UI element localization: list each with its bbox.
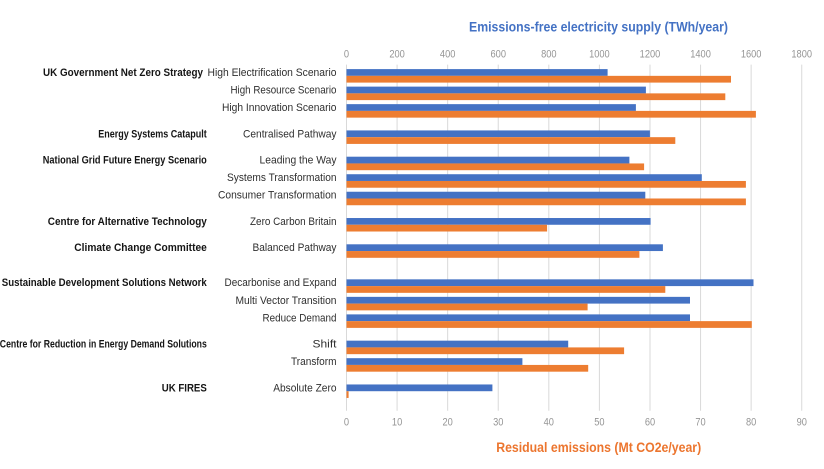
svg-text:Centre for Alternative Technol: Centre for Alternative Technology bbox=[48, 216, 208, 228]
svg-text:20: 20 bbox=[443, 416, 453, 428]
svg-text:Decarbonise and Expand: Decarbonise and Expand bbox=[225, 277, 337, 289]
svg-text:1400: 1400 bbox=[690, 49, 711, 61]
svg-text:High Electrification Scenario: High Electrification Scenario bbox=[208, 67, 337, 79]
svg-text:Consumer Transformation: Consumer Transformation bbox=[218, 190, 337, 202]
svg-text:600: 600 bbox=[490, 49, 506, 61]
svg-text:400: 400 bbox=[440, 49, 456, 61]
svg-text:National Grid Future Energy Sc: National Grid Future Energy Scenario bbox=[43, 155, 207, 167]
svg-text:UK Government Net Zero Strateg: UK Government Net Zero Strategy bbox=[43, 67, 204, 79]
svg-text:40: 40 bbox=[544, 416, 554, 428]
svg-text:Centre for Reduction in Energy: Centre for Reduction in Energy Demand So… bbox=[0, 339, 207, 351]
svg-text:1000: 1000 bbox=[589, 49, 610, 61]
svg-text:Climate Change Committee: Climate Change Committee bbox=[74, 242, 207, 254]
svg-text:0: 0 bbox=[344, 49, 349, 61]
svg-text:Multi Vector Transition: Multi Vector Transition bbox=[236, 295, 337, 307]
svg-text:Residual emissions (Mt CO2e/ye: Residual emissions (Mt CO2e/year) bbox=[496, 440, 701, 455]
svg-text:UK FIRES: UK FIRES bbox=[162, 382, 207, 394]
svg-text:1600: 1600 bbox=[741, 49, 762, 61]
svg-text:Systems Transformation: Systems Transformation bbox=[227, 172, 337, 184]
svg-text:Emissions-free electricity sup: Emissions-free electricity supply (TWh/y… bbox=[469, 20, 728, 35]
svg-text:Balanced Pathway: Balanced Pathway bbox=[253, 242, 337, 254]
svg-text:Transform: Transform bbox=[291, 356, 337, 368]
svg-text:60: 60 bbox=[645, 416, 655, 428]
svg-text:10: 10 bbox=[392, 416, 402, 428]
svg-text:Zero Carbon Britain: Zero Carbon Britain bbox=[250, 216, 337, 228]
svg-text:1800: 1800 bbox=[791, 49, 812, 61]
svg-text:1200: 1200 bbox=[640, 49, 661, 61]
svg-text:30: 30 bbox=[493, 416, 503, 428]
svg-text:Shift: Shift bbox=[313, 339, 337, 351]
svg-text:High Innovation Scenario: High Innovation Scenario bbox=[222, 102, 337, 114]
svg-text:Leading the Way: Leading the Way bbox=[260, 155, 337, 167]
svg-text:Centralised Pathway: Centralised Pathway bbox=[243, 128, 337, 140]
svg-text:0: 0 bbox=[344, 416, 349, 428]
svg-text:Absolute Zero: Absolute Zero bbox=[273, 382, 336, 394]
svg-text:80: 80 bbox=[746, 416, 756, 428]
svg-text:50: 50 bbox=[594, 416, 604, 428]
svg-text:High Resource Scenario: High Resource Scenario bbox=[231, 85, 337, 97]
svg-text:Reduce Demand: Reduce Demand bbox=[263, 312, 337, 324]
svg-text:90: 90 bbox=[797, 416, 807, 428]
svg-text:70: 70 bbox=[695, 416, 705, 428]
svg-text:Energy Systems Catapult: Energy Systems Catapult bbox=[98, 128, 207, 140]
svg-text:800: 800 bbox=[541, 49, 557, 61]
svg-text:Sustainable Development Soluti: Sustainable Development Solutions Networ… bbox=[2, 277, 208, 289]
svg-text:200: 200 bbox=[389, 49, 405, 61]
